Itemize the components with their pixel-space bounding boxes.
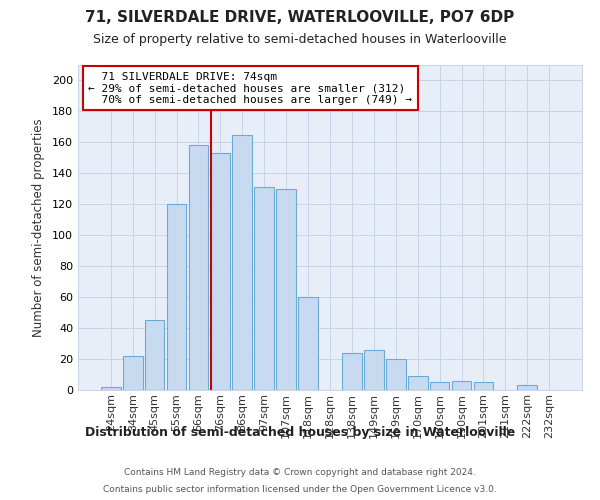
Text: Contains HM Land Registry data © Crown copyright and database right 2024.: Contains HM Land Registry data © Crown c… bbox=[124, 468, 476, 477]
Text: Contains public sector information licensed under the Open Government Licence v3: Contains public sector information licen… bbox=[103, 484, 497, 494]
Bar bbox=[430, 382, 449, 390]
Bar bbox=[211, 153, 230, 390]
Y-axis label: Number of semi-detached properties: Number of semi-detached properties bbox=[32, 118, 45, 337]
Bar bbox=[298, 297, 318, 390]
Bar bbox=[473, 382, 493, 390]
Bar bbox=[408, 376, 428, 390]
Bar bbox=[452, 380, 472, 390]
Bar bbox=[145, 320, 164, 390]
Bar bbox=[364, 350, 384, 390]
Text: 71 SILVERDALE DRIVE: 74sqm
← 29% of semi-detached houses are smaller (312)
  70%: 71 SILVERDALE DRIVE: 74sqm ← 29% of semi… bbox=[88, 72, 412, 104]
Bar bbox=[517, 386, 537, 390]
Bar bbox=[342, 353, 362, 390]
Text: 71, SILVERDALE DRIVE, WATERLOOVILLE, PO7 6DP: 71, SILVERDALE DRIVE, WATERLOOVILLE, PO7… bbox=[85, 10, 515, 25]
Bar bbox=[101, 387, 121, 390]
Bar bbox=[386, 359, 406, 390]
Text: Distribution of semi-detached houses by size in Waterlooville: Distribution of semi-detached houses by … bbox=[85, 426, 515, 439]
Bar bbox=[232, 134, 252, 390]
Bar bbox=[254, 188, 274, 390]
Bar bbox=[167, 204, 187, 390]
Bar bbox=[188, 146, 208, 390]
Text: Size of property relative to semi-detached houses in Waterlooville: Size of property relative to semi-detach… bbox=[93, 32, 507, 46]
Bar bbox=[123, 356, 143, 390]
Bar bbox=[276, 189, 296, 390]
